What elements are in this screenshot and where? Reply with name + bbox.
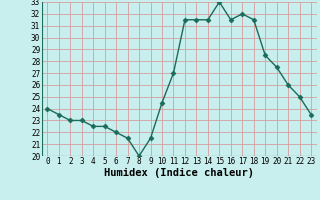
X-axis label: Humidex (Indice chaleur): Humidex (Indice chaleur) [104,168,254,178]
